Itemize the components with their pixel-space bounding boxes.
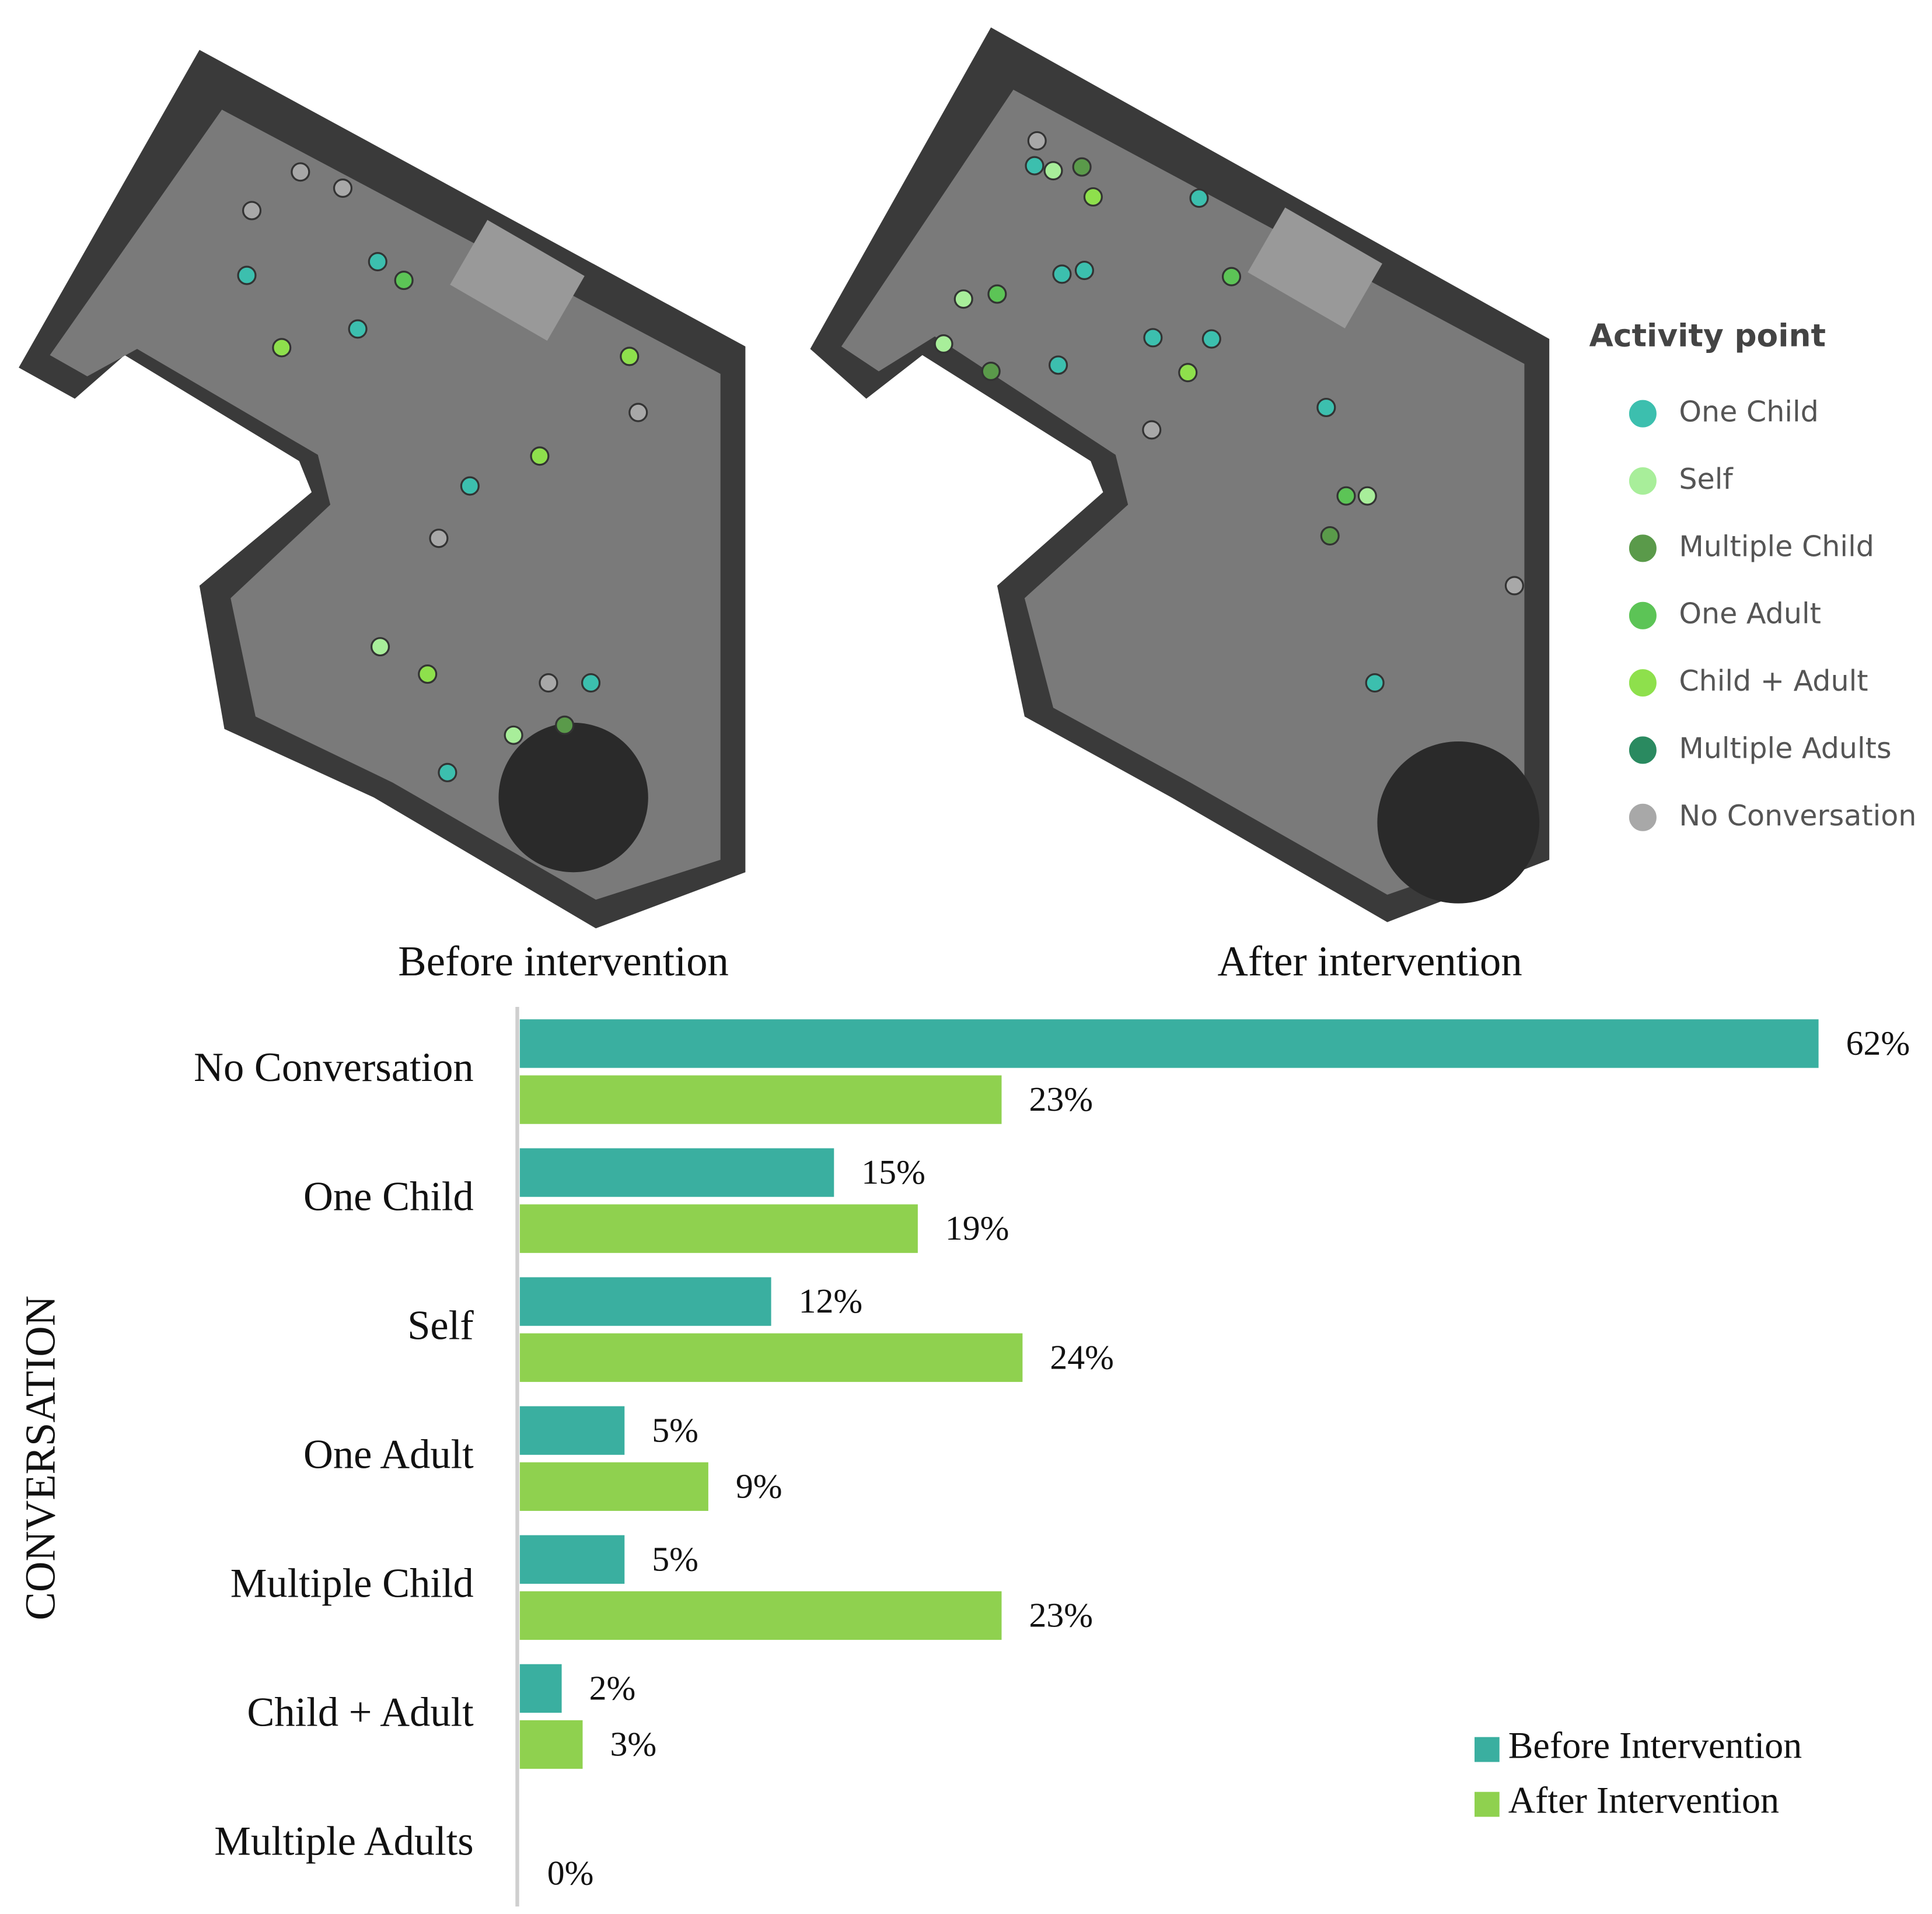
legend-swatch xyxy=(1626,801,1660,834)
legend-label: One Adult xyxy=(1679,597,1821,631)
value-label: 5% xyxy=(652,1539,698,1578)
map-legend: One Child Self Multiple Child One Adult Chil… xyxy=(1626,395,1916,834)
map-points xyxy=(934,131,1524,693)
bar xyxy=(519,1664,562,1713)
legend-label: No Conversation xyxy=(1679,799,1916,832)
map-tree xyxy=(498,722,648,873)
value-label: 0% xyxy=(547,1854,594,1892)
legend-label: After Intervention xyxy=(1508,1780,1779,1821)
legend-swatch xyxy=(1626,464,1660,498)
bar xyxy=(519,1333,1023,1382)
value-label: 5% xyxy=(652,1411,698,1449)
bar xyxy=(519,1591,1002,1640)
bar xyxy=(519,1075,1002,1124)
legend-label: Multiple Child xyxy=(1679,529,1874,563)
bar xyxy=(519,1535,625,1584)
y-tick-label: Child + Adult xyxy=(247,1690,474,1735)
legend-label: Before Intervention xyxy=(1508,1725,1802,1766)
value-label: 2% xyxy=(589,1668,636,1707)
legend-label: Self xyxy=(1679,462,1734,496)
map-building xyxy=(1248,207,1382,328)
map-points xyxy=(237,162,648,782)
bar xyxy=(519,1019,1819,1068)
legend-swatch xyxy=(1475,1791,1500,1817)
value-label: 24% xyxy=(1050,1338,1114,1376)
bar xyxy=(519,1406,625,1455)
legend-swatch xyxy=(1626,532,1660,565)
legend-swatch xyxy=(1626,734,1660,767)
y-tick-label: Multiple Adults xyxy=(214,1819,474,1864)
value-label: 23% xyxy=(1029,1595,1093,1634)
bar xyxy=(519,1720,583,1769)
value-label: 9% xyxy=(736,1467,782,1505)
map-caption: After intervention xyxy=(1217,937,1522,985)
bar xyxy=(519,1462,708,1511)
bar xyxy=(519,1204,918,1253)
legend-label: One Child xyxy=(1679,395,1818,429)
y-tick-label: One Adult xyxy=(303,1432,474,1477)
map-caption: Before intervention xyxy=(398,937,729,985)
map-tree xyxy=(1377,741,1540,904)
value-label: 3% xyxy=(610,1725,656,1763)
bar xyxy=(519,1148,834,1197)
legend-label: Child + Adult xyxy=(1679,664,1868,698)
value-label: 19% xyxy=(945,1209,1009,1247)
value-label: 23% xyxy=(1029,1080,1093,1118)
value-label: 12% xyxy=(799,1282,863,1320)
bar xyxy=(519,1277,771,1326)
map-legend-title: Activity point xyxy=(1589,317,1826,354)
y-tick-label: One Child xyxy=(303,1174,474,1219)
map-after xyxy=(810,27,1550,922)
bar-chart: No Conversation 62% 23% One Child 15% 19% Self… xyxy=(194,1019,1910,1892)
y-axis-label: CONVERSATION xyxy=(17,1296,64,1621)
y-tick-label: No Conversation xyxy=(194,1045,474,1090)
value-label: 15% xyxy=(861,1153,925,1191)
map-building xyxy=(450,220,585,341)
legend-label: Multiple Adults xyxy=(1679,731,1891,765)
legend-swatch xyxy=(1626,666,1660,699)
value-label: 62% xyxy=(1846,1024,1910,1062)
y-tick-label: Multiple Child xyxy=(230,1561,474,1607)
map-before xyxy=(19,50,746,929)
legend-swatch xyxy=(1626,599,1660,632)
legend-swatch xyxy=(1626,397,1660,430)
y-tick-label: Self xyxy=(407,1303,474,1348)
legend-swatch xyxy=(1475,1737,1500,1762)
